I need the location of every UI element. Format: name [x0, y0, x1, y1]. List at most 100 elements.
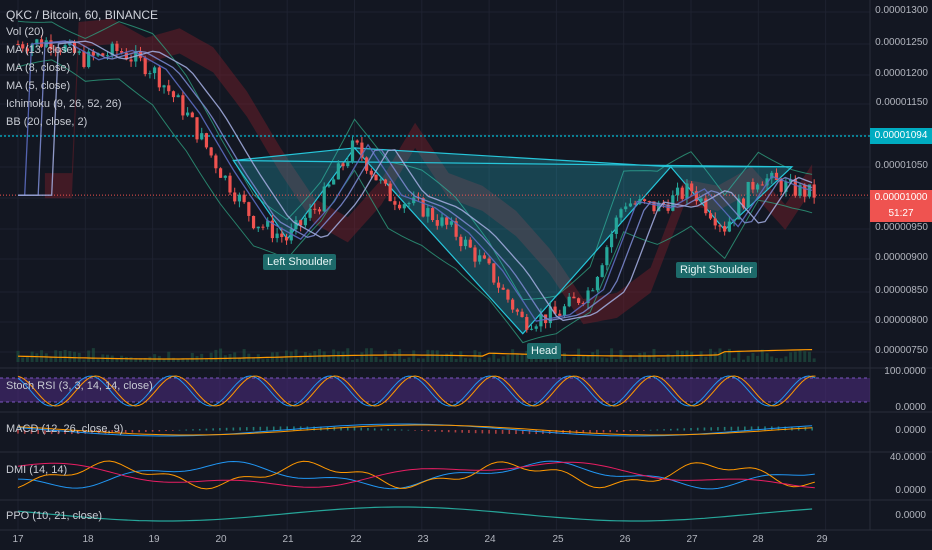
volume-bar: [261, 359, 265, 362]
head-label: Head: [527, 343, 562, 359]
candle-body: [605, 247, 609, 266]
volume-bar: [237, 358, 241, 362]
date-tick: 18: [82, 534, 94, 545]
candle-body: [167, 85, 171, 92]
volume-bar: [562, 352, 566, 362]
panel-label-stoch-rsi[interactable]: Stoch RSI (3, 3, 14, 14, close): [6, 380, 153, 392]
candle-body: [652, 201, 656, 212]
indicator-vol[interactable]: Vol (20): [6, 26, 44, 38]
volume-bar: [58, 350, 62, 362]
volume-bar: [200, 353, 204, 362]
candle-body: [77, 51, 81, 53]
candle-body: [586, 290, 590, 304]
candle-body: [770, 172, 774, 179]
volume-bar: [647, 354, 651, 362]
candle-body: [261, 226, 265, 228]
volume-bar: [610, 348, 614, 362]
panel-label-macd[interactable]: MACD (12, 26, close, 9): [6, 423, 124, 435]
volume-bar: [558, 356, 562, 362]
macd-histogram-bar: [158, 430, 161, 432]
macd-histogram-bar: [595, 430, 598, 433]
candle-body: [327, 184, 331, 187]
panel-label-ppo[interactable]: PPO (10, 21, close): [6, 510, 102, 522]
volume-bar: [534, 356, 538, 362]
candle-body: [812, 184, 816, 198]
candle-body: [143, 57, 147, 75]
macd-histogram-bar: [703, 427, 706, 431]
bollinger-upper: [17, 20, 813, 301]
volume-bar: [798, 350, 802, 362]
macd-histogram-bar: [252, 426, 255, 431]
macd-histogram-bar: [37, 430, 39, 434]
candle-body: [369, 170, 373, 175]
macd-histogram-bar: [602, 430, 605, 433]
candle-body: [647, 201, 651, 203]
volume-bar: [643, 352, 647, 362]
macd-histogram-bar: [515, 430, 517, 435]
macd-histogram-bar: [84, 430, 87, 434]
candle-body: [704, 198, 708, 214]
volume-bar: [789, 352, 793, 362]
macd-histogram-bar: [649, 429, 652, 431]
candle-body: [308, 208, 312, 218]
candle-body: [388, 183, 392, 202]
volume-bar: [407, 357, 411, 362]
symbol-title[interactable]: QKC / Bitcoin, 60, BINANCE: [6, 8, 159, 22]
candle-body: [624, 206, 628, 210]
volume-bar: [252, 357, 256, 362]
volume-bar: [171, 357, 175, 362]
price-tick: 0.00001250: [875, 37, 928, 48]
volume-bar: [327, 355, 331, 362]
panel-label-dmi[interactable]: DMI (14, 14): [6, 464, 68, 476]
volume-bar: [379, 359, 383, 362]
candle-body: [223, 175, 227, 178]
stoch-tick-0: 0.0000: [895, 402, 926, 413]
volume-bar: [539, 358, 543, 362]
macd-histogram-bar: [481, 430, 484, 434]
macd-histogram-bar: [205, 428, 208, 431]
candle-body: [633, 203, 637, 205]
candle-body: [440, 217, 444, 226]
candle-body: [572, 296, 576, 299]
macd-histogram-bar: [616, 430, 618, 432]
volume-bar: [770, 356, 774, 362]
ppo-tick-0: 0.0000: [895, 510, 926, 521]
volume-bar: [520, 353, 524, 362]
volume-bar: [600, 357, 604, 362]
volume-bar: [732, 357, 736, 362]
volume-bar: [214, 349, 218, 362]
candle-body: [237, 194, 242, 202]
macd-histogram-bar: [508, 430, 511, 434]
volume-bar: [383, 350, 387, 362]
dmi-tick-40: 40.0000: [889, 452, 926, 463]
macd-histogram-bar: [643, 430, 645, 431]
candle-body: [346, 161, 350, 167]
indicator-ma8[interactable]: MA (8, close): [6, 62, 71, 74]
indicator-ichimoku[interactable]: Ichimoku (9, 26, 52, 26): [6, 98, 122, 110]
moving-average-line: [18, 40, 813, 322]
candle-body: [336, 163, 340, 180]
volume-bar: [812, 358, 816, 362]
indicator-bb[interactable]: BB (20, close, 2): [6, 116, 88, 128]
stoch-d-line: [17, 375, 816, 407]
volume-bar: [280, 357, 284, 362]
current-price-tag: 0.00001000: [870, 190, 932, 206]
candle-body: [426, 208, 430, 217]
indicator-ma13[interactable]: MA (13, close): [6, 44, 77, 56]
indicator-ma5[interactable]: MA (5, close): [6, 80, 71, 92]
left-shoulder-triangle: [232, 147, 356, 241]
volume-bar: [666, 353, 670, 362]
candle-body: [214, 155, 218, 169]
volume-bar: [685, 350, 689, 362]
macd-histogram-bar: [313, 426, 315, 431]
stoch-rsi-band: [0, 378, 870, 402]
volume-bar: [431, 350, 435, 362]
volume-bar: [633, 358, 637, 362]
volume-ma-line: [17, 349, 813, 360]
volume-bar: [153, 354, 157, 362]
macd-histogram-bar: [131, 430, 134, 433]
macd-histogram-bar: [64, 430, 66, 435]
macd-histogram-bar: [488, 430, 490, 434]
candle-body: [153, 67, 157, 74]
